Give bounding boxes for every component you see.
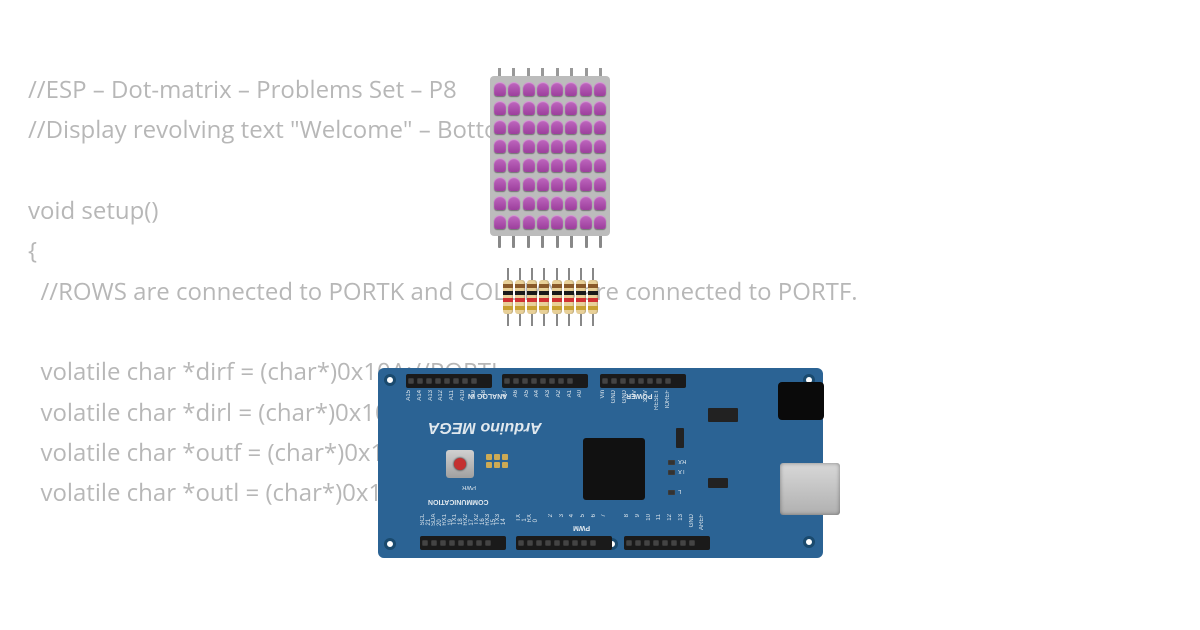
pin-label: 5 bbox=[580, 514, 586, 517]
header-pin bbox=[440, 540, 446, 546]
pin-label: AREF bbox=[699, 514, 705, 530]
pin-label: RX3 15 bbox=[485, 514, 497, 526]
header-pin bbox=[422, 540, 428, 546]
pin-label: 13 bbox=[678, 514, 684, 521]
pin-label: TX1 18 bbox=[452, 514, 464, 525]
header-pin bbox=[485, 540, 491, 546]
header-comm bbox=[420, 536, 506, 550]
pin-label: 10 bbox=[646, 514, 652, 521]
header-pin bbox=[572, 540, 578, 546]
header-pin bbox=[449, 540, 455, 546]
pin-label: 2 bbox=[548, 514, 554, 517]
pin-label: TX3 14 bbox=[495, 514, 507, 525]
mounting-hole bbox=[803, 536, 815, 548]
pin-label: TX2 16 bbox=[474, 514, 486, 525]
header-pin bbox=[680, 540, 686, 546]
pin-label: SCL 21 bbox=[420, 514, 432, 525]
pin-label: 7 bbox=[601, 514, 607, 517]
header-pwm-high bbox=[624, 536, 710, 550]
header-pin bbox=[458, 540, 464, 546]
mounting-hole bbox=[384, 538, 396, 550]
pin-label: 6 bbox=[591, 514, 597, 517]
pin-label: 9 bbox=[635, 514, 641, 517]
pin-label: 3 bbox=[559, 514, 565, 517]
header-pin bbox=[644, 540, 650, 546]
pwm-label: PWM bbox=[573, 524, 590, 531]
header-pin bbox=[653, 540, 659, 546]
header-pin bbox=[527, 540, 533, 546]
header-pin bbox=[662, 540, 668, 546]
pin-label: RX2 17 bbox=[463, 514, 475, 526]
header-pin bbox=[518, 540, 524, 546]
header-pin bbox=[689, 540, 695, 546]
header-pin bbox=[554, 540, 560, 546]
background-code: //ESP – Dot-matrix – Problems Set – P8 /… bbox=[28, 70, 858, 513]
pin-label: GND bbox=[689, 514, 695, 527]
header-pin bbox=[563, 540, 569, 546]
header-pin bbox=[545, 540, 551, 546]
pin-label: 11 bbox=[656, 514, 662, 520]
header-pin bbox=[590, 540, 596, 546]
header-pin bbox=[581, 540, 587, 546]
pin-label: RX 0 bbox=[527, 514, 539, 522]
header-pin bbox=[476, 540, 482, 546]
header-pin bbox=[467, 540, 473, 546]
header-pin bbox=[626, 540, 632, 546]
mounting-hole bbox=[606, 538, 618, 550]
pin-label: RX1 19 bbox=[442, 514, 454, 526]
pin-label: 8 bbox=[624, 514, 630, 517]
pin-label: SDA 20 bbox=[431, 514, 443, 526]
pin-label: 4 bbox=[569, 514, 575, 517]
header-pin bbox=[431, 540, 437, 546]
header-pin bbox=[671, 540, 677, 546]
header-pin bbox=[536, 540, 542, 546]
pin-label: TX 1 bbox=[516, 514, 528, 522]
header-pwm-low bbox=[516, 536, 612, 550]
pin-label: 12 bbox=[667, 514, 673, 521]
header-pin bbox=[635, 540, 641, 546]
